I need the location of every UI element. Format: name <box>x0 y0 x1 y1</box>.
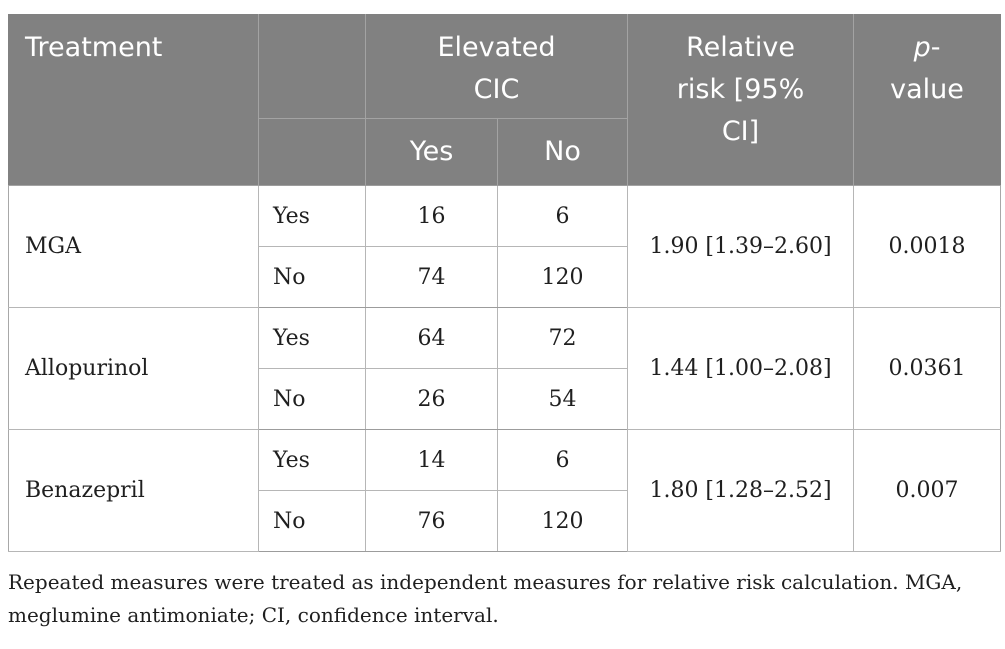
exposure-label-cell: Yes <box>258 429 366 491</box>
footnote-line2: meglumine antimoniate; CI, confidence in… <box>8 603 499 627</box>
relative-risk-table: Treatment Elevated CIC Relative risk [95% C… <box>8 14 1002 552</box>
table-row: No 26 54 <box>9 368 1001 430</box>
count-cell: 120 <box>496 246 629 308</box>
count-cell: 74 <box>365 246 498 308</box>
exposure-label-cell: Yes <box>258 185 366 247</box>
header-p-hyphen: - <box>930 32 941 63</box>
header-elevated-cic: Elevated CIC <box>364 14 629 119</box>
count-cell: 64 <box>365 307 498 369</box>
count-cell: 54 <box>496 368 629 430</box>
table-row: Benazepril Yes 14 6 1.80 [1.28–2.52] 0.0… <box>8 429 1002 552</box>
count-cell: 6 <box>496 429 629 491</box>
table-row: No 76 120 <box>9 490 1001 552</box>
count-cell: 16 <box>365 185 498 247</box>
table-row: MGA Yes 16 6 1.90 [1.39–2.60] 0.0018 <box>8 185 1002 308</box>
header-relative-risk: Relative risk [95% CI] <box>627 14 855 186</box>
count-cell: 72 <box>496 307 629 369</box>
footnote-line1: Repeated measures were treated as indepe… <box>8 570 963 594</box>
header-p-value: p- value <box>853 14 1002 186</box>
header-elevated-cic-line2: CIC <box>473 74 520 105</box>
count-cell: 14 <box>365 429 498 491</box>
exposure-label-cell: No <box>258 368 366 430</box>
exposure-label-cell: No <box>258 246 366 308</box>
p-value-cell: 0.007 <box>853 429 1002 552</box>
table-row: No 74 120 <box>9 246 1001 308</box>
table-row: Allopurinol Yes 64 72 1.44 [1.00–2.08] 0… <box>8 307 1002 430</box>
header-treatment: Treatment <box>8 14 259 186</box>
header-elevated-cic-line1: Elevated <box>437 32 556 63</box>
relative-risk-cell: 1.80 [1.28–2.52] <box>627 429 855 552</box>
table-header: Treatment Elevated CIC Relative risk [95% C… <box>8 14 1002 186</box>
header-relative-risk-line1: Relative <box>686 32 795 63</box>
p-value-cell: 0.0361 <box>853 307 1002 430</box>
header-p-word: value <box>890 74 964 105</box>
header-p-italic: p <box>913 32 931 63</box>
header-sub-no: No <box>496 118 629 186</box>
exposure-label-cell: Yes <box>258 307 366 369</box>
header-empty-sub <box>258 118 366 186</box>
header-relative-risk-line3: CI] <box>721 116 760 147</box>
count-cell: 76 <box>365 490 498 552</box>
relative-risk-cell: 1.90 [1.39–2.60] <box>627 185 855 308</box>
treatment-cell: Benazepril <box>8 429 259 552</box>
exposure-label-cell: No <box>258 490 366 552</box>
header-sub-yes: Yes <box>365 118 498 186</box>
treatment-cell: Allopurinol <box>8 307 259 430</box>
header-empty-top <box>258 14 366 119</box>
table-footnote: Repeated measures were treated as indepe… <box>8 566 998 632</box>
p-value-cell: 0.0018 <box>853 185 1002 308</box>
count-cell: 6 <box>496 185 629 247</box>
relative-risk-cell: 1.44 [1.00–2.08] <box>627 307 855 430</box>
treatment-cell: MGA <box>8 185 259 308</box>
header-relative-risk-line2: risk [95% <box>676 74 805 105</box>
count-cell: 120 <box>496 490 629 552</box>
count-cell: 26 <box>365 368 498 430</box>
table-body: MGA Yes 16 6 1.90 [1.39–2.60] 0.0018 No … <box>8 185 1002 552</box>
